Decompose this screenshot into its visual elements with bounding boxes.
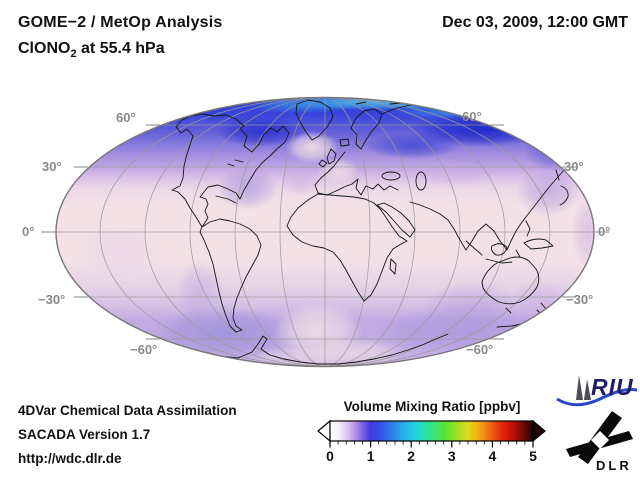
coast-australia (481, 256, 540, 305)
colorbar-tick-2: 2 (407, 448, 416, 464)
coastlines (171, 99, 573, 365)
lat-label-30s-right: −30° (566, 292, 594, 307)
coast-great-lakes (227, 159, 244, 167)
coast-north-america (171, 113, 290, 228)
lat-label-30n-left: 30° (42, 159, 62, 174)
coast-sulawesi-philippines (515, 220, 531, 258)
colorbar-right-arrow (532, 419, 546, 443)
coast-arabia (376, 202, 416, 238)
coast-uk-ireland (318, 148, 337, 168)
latitude-ticks (41, 124, 609, 340)
cathedral-icon-spire2 (584, 379, 591, 400)
colorbar-left-arrow (317, 419, 331, 443)
colorbar-tick-4: 4 (488, 448, 497, 464)
colorbar (317, 419, 546, 448)
lat-label-60s-left: −60° (130, 342, 158, 357)
coast-caspian-sea (415, 171, 427, 191)
footer-line-3: http://wdc.dlr.de (18, 451, 122, 466)
lat-label-30n-right: 30° (564, 159, 584, 174)
coast-africa (286, 193, 408, 302)
dlr-logo-mark (566, 411, 633, 464)
pressure-level: at 55.4 hPa (76, 40, 165, 57)
colorbar-tick-3: 3 (447, 448, 456, 464)
riu-logo-text: RIU (591, 374, 634, 400)
lat-label-60n-left: 60° (116, 110, 136, 125)
page-subtitle: ClONO2 at 55.4 hPa (18, 40, 165, 60)
coast-europe-mediterranean (314, 151, 399, 196)
compound-name: ClONO (18, 40, 71, 57)
map-outline (55, 96, 595, 368)
riu-wave-icon (556, 388, 638, 407)
coast-greenland (295, 99, 334, 141)
coast-new-guinea (523, 238, 554, 250)
coast-cuba (215, 195, 237, 204)
dlr-logo-text: DLR (596, 458, 632, 473)
riu-logo (556, 375, 638, 407)
lat-label-eq-left: 0° (22, 224, 35, 239)
footer-line-1: 4DVar Chemical Data Assimilation (18, 403, 237, 418)
dlr-center-diamond (591, 431, 609, 449)
cathedral-icon (576, 375, 583, 400)
colorbar-tick-5: 5 (529, 448, 537, 464)
page-title: GOME−2 / MetOp Analysis (18, 14, 223, 31)
lat-label-60s-right: −60° (466, 342, 494, 357)
lat-label-60n-right: 60° (462, 109, 482, 124)
footer-line-2: SACADA Version 1.7 (18, 427, 151, 442)
colorbar-ticks (329, 441, 534, 448)
coast-scandinavia (350, 108, 383, 150)
coast-madagascar (389, 258, 397, 275)
compound-subscript: 2 (70, 48, 77, 61)
colorbar-tick-1: 1 (366, 448, 375, 464)
coast-iceland (339, 138, 350, 147)
colorbar-tick-0: 0 (326, 448, 334, 464)
coast-black-sea (381, 171, 401, 181)
world-map (41, 96, 609, 368)
colorbar-title: Volume Mixing Ratio [ppbv] (343, 399, 521, 414)
colorbar-gradient-bar (329, 420, 534, 442)
coast-borneo (491, 243, 508, 256)
coast-japan (555, 169, 569, 206)
coast-sumatra-java (465, 240, 513, 264)
lat-label-eq-right: 0° (598, 224, 611, 239)
lat-label-30s-left: −30° (38, 292, 66, 307)
timestamp: Dec 03, 2009, 12:00 GMT (442, 14, 628, 31)
coast-south-america (199, 218, 262, 333)
